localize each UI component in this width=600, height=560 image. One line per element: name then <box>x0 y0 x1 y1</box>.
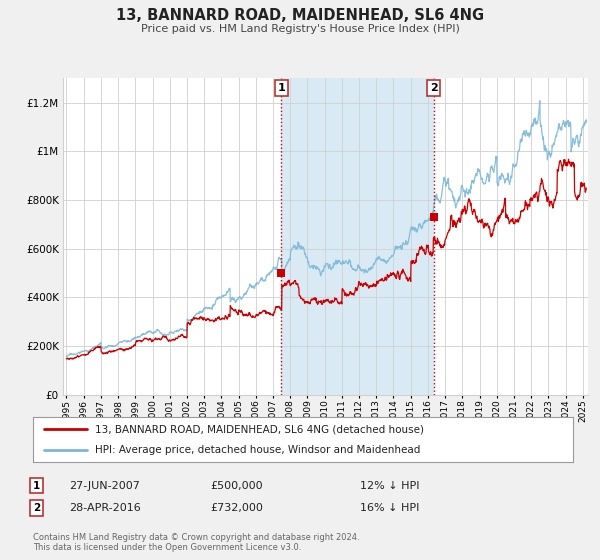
Text: Price paid vs. HM Land Registry's House Price Index (HPI): Price paid vs. HM Land Registry's House … <box>140 24 460 34</box>
Text: HPI: Average price, detached house, Windsor and Maidenhead: HPI: Average price, detached house, Wind… <box>95 445 421 455</box>
Text: 16% ↓ HPI: 16% ↓ HPI <box>360 503 419 513</box>
Text: £732,000: £732,000 <box>210 503 263 513</box>
Text: 1: 1 <box>33 480 40 491</box>
Text: 12% ↓ HPI: 12% ↓ HPI <box>360 480 419 491</box>
Text: 27-JUN-2007: 27-JUN-2007 <box>69 480 140 491</box>
Text: Contains HM Land Registry data © Crown copyright and database right 2024.: Contains HM Land Registry data © Crown c… <box>33 533 359 542</box>
Text: 1: 1 <box>277 83 285 93</box>
Text: 13, BANNARD ROAD, MAIDENHEAD, SL6 4NG: 13, BANNARD ROAD, MAIDENHEAD, SL6 4NG <box>116 8 484 24</box>
Bar <box>281 78 434 395</box>
Text: This data is licensed under the Open Government Licence v3.0.: This data is licensed under the Open Gov… <box>33 543 301 552</box>
Text: 2: 2 <box>33 503 40 513</box>
Text: £500,000: £500,000 <box>210 480 263 491</box>
Text: 13, BANNARD ROAD, MAIDENHEAD, SL6 4NG (detached house): 13, BANNARD ROAD, MAIDENHEAD, SL6 4NG (d… <box>95 424 424 435</box>
Text: 2: 2 <box>430 83 437 93</box>
Text: 28-APR-2016: 28-APR-2016 <box>69 503 141 513</box>
